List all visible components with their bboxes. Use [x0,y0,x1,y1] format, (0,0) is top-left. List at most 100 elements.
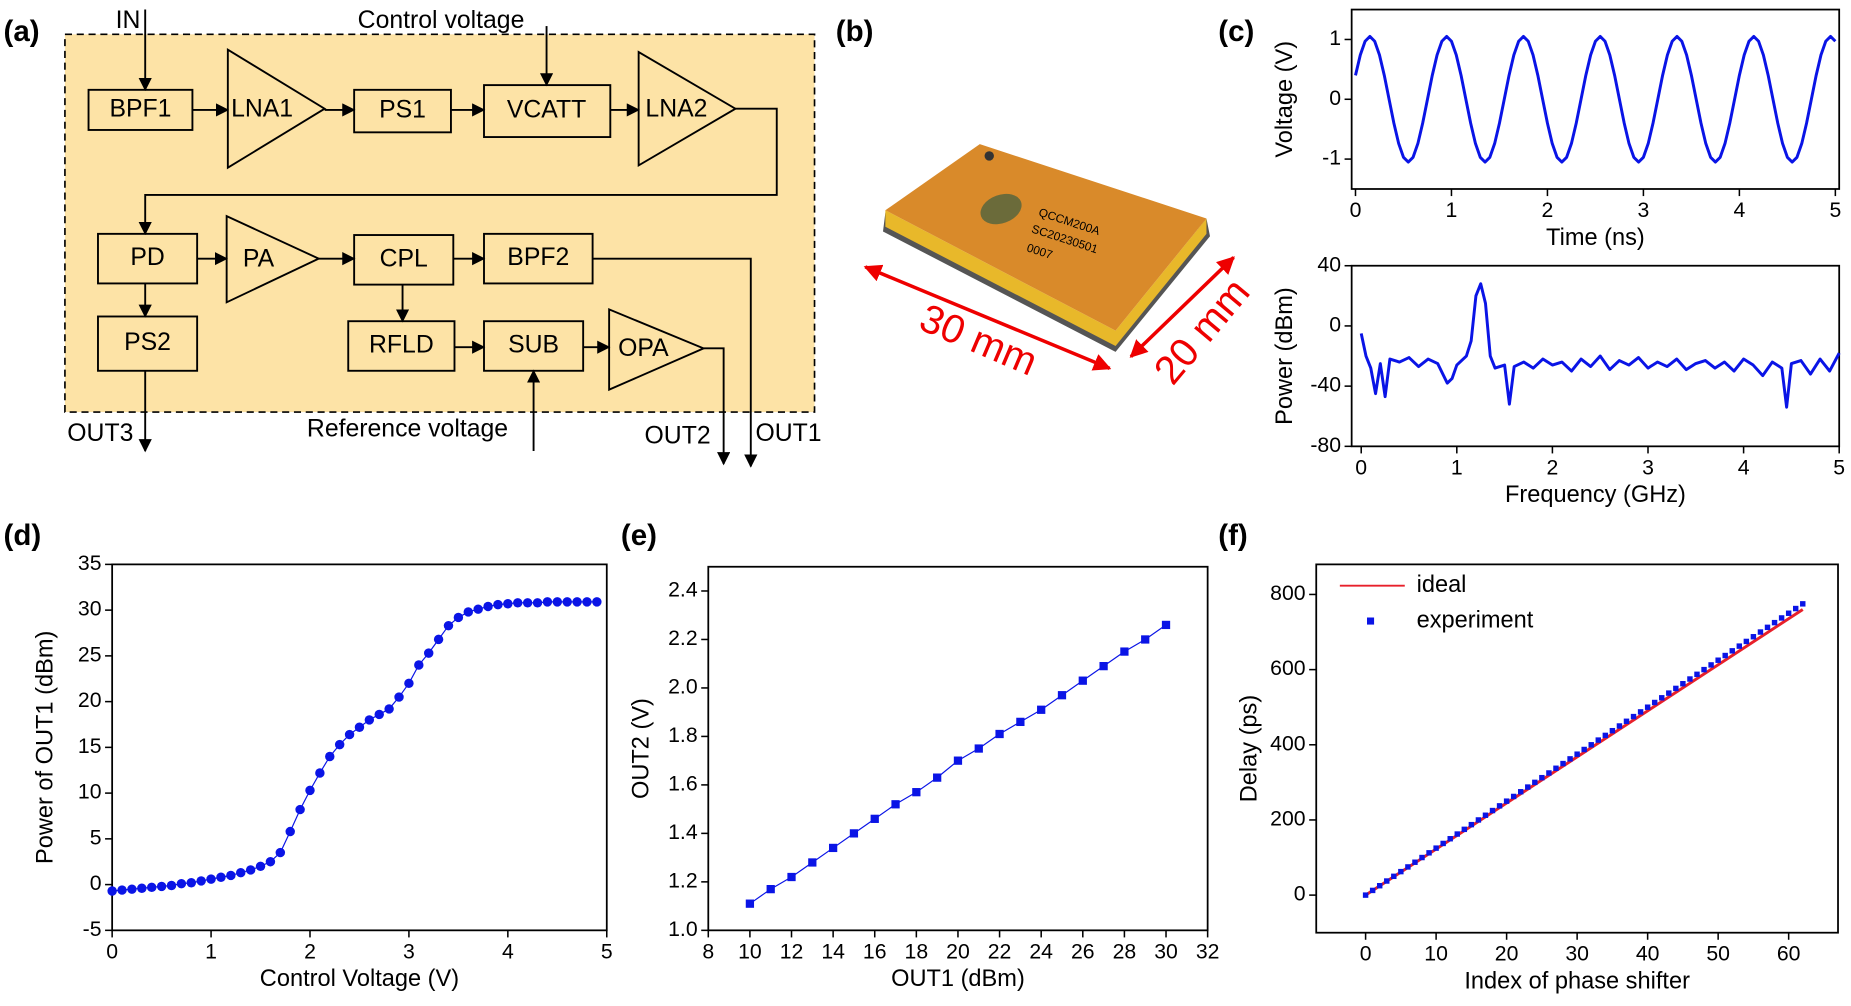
data-line [1354,34,1837,164]
data-point [1637,709,1644,715]
data-point [1546,770,1552,776]
data-point [186,878,197,888]
data-point [572,597,582,607]
data-point [1440,840,1446,847]
data-point [1454,831,1460,837]
chip-logo [980,193,1022,225]
block-label: PS2 [124,329,171,356]
data-point [1750,634,1757,640]
data-point [592,597,602,607]
x-tick-label: 1 [1446,198,1458,222]
data-point [374,709,384,720]
x-tick-label: 50 [1706,942,1730,966]
panel-label: (a) [4,15,40,48]
data-point [206,874,216,884]
data-point [1141,635,1150,644]
y-tick-label: 35 [78,551,102,575]
data-point [394,692,404,702]
block [483,84,612,138]
x-tick-label: 0 [1355,455,1367,479]
data-point [1503,798,1510,804]
x-tick-label: 4 [1738,455,1750,479]
y-tick-label: 200 [1270,807,1305,831]
data-line [1359,282,1841,409]
data-point [1757,629,1764,635]
plot-frame [1350,264,1841,448]
data-point [1384,878,1390,884]
data-point [1701,666,1707,673]
y-tick-label: -1 [1322,146,1341,170]
data-point [1496,803,1503,809]
block [87,88,194,131]
data-point [354,722,365,732]
data-point [414,660,424,670]
y-axis-label: Delay (ps) [1236,695,1262,803]
data-point [562,597,572,607]
x-tick-label: 24 [1029,939,1053,963]
y-tick-label: 1.0 [668,917,698,941]
data-point [156,881,167,892]
x-tick-label: 1 [1451,455,1463,479]
amplifier [608,307,706,392]
data-point [891,800,900,809]
y-tick-label: 5 [90,825,102,849]
data-point [166,880,177,891]
data-point [404,678,414,689]
data-point [1687,676,1693,682]
x-tick-label: 1 [205,939,217,963]
block-label: LNA1 [231,95,293,122]
x-tick-label: 10 [1424,942,1448,966]
y-tick-label: 2.4 [668,578,698,602]
x-tick-label: 5 [1829,198,1841,222]
y-axis-label: OUT2 (V) [628,698,654,799]
data-point [275,847,286,858]
x-tick-label: 12 [780,939,804,963]
data-point [364,715,375,725]
y-tick-label: 15 [78,734,102,758]
data-point [1510,793,1517,800]
data-point [849,829,859,838]
x-tick-label: 40 [1636,942,1660,966]
data-point [1405,864,1411,870]
y-tick-label: 1.4 [668,820,698,844]
x-axis-label: Index of phase shifter [1464,969,1690,995]
amplifier [637,50,738,168]
data-point [1673,685,1679,692]
y-tick-label: -80 [1310,433,1341,457]
block-label: PA [243,245,275,272]
y-tick-label: 1.2 [668,868,698,892]
data-point [995,729,1004,739]
data-point [828,843,838,853]
x-tick-label: 30 [1154,939,1178,963]
data-point [433,634,444,645]
block-label: SUB [508,332,559,359]
chip-hole [984,151,994,161]
data-point [1419,854,1425,861]
signal-label: OUT1 [756,420,822,447]
x-tick-label: 2 [304,939,316,963]
data-point [1602,732,1609,739]
panel-label: (d) [4,519,42,552]
data-point [808,858,817,867]
x-tick-label: 8 [702,939,714,963]
x-axis-label: OUT1 (dBm) [891,966,1025,992]
x-axis-label: Control Voltage (V) [260,966,459,992]
y-tick-label: 2.2 [668,626,698,650]
data-point [1680,680,1686,687]
data-point [1785,610,1792,616]
legend-label: experiment [1417,607,1534,633]
data-point [522,598,533,608]
y-tick-label: 40 [1317,252,1341,276]
data-point [443,620,454,631]
data-point [315,768,325,778]
data-point [1736,643,1743,649]
data-point [870,814,879,823]
y-tick-label: -5 [83,917,102,941]
block [353,234,455,286]
y-tick-label: 400 [1270,731,1305,755]
x-tick-label: 3 [1638,198,1650,222]
block [97,232,199,285]
x-tick-label: 5 [601,939,613,963]
amplifier [225,214,321,304]
x-tick-label: 32 [1196,939,1220,963]
